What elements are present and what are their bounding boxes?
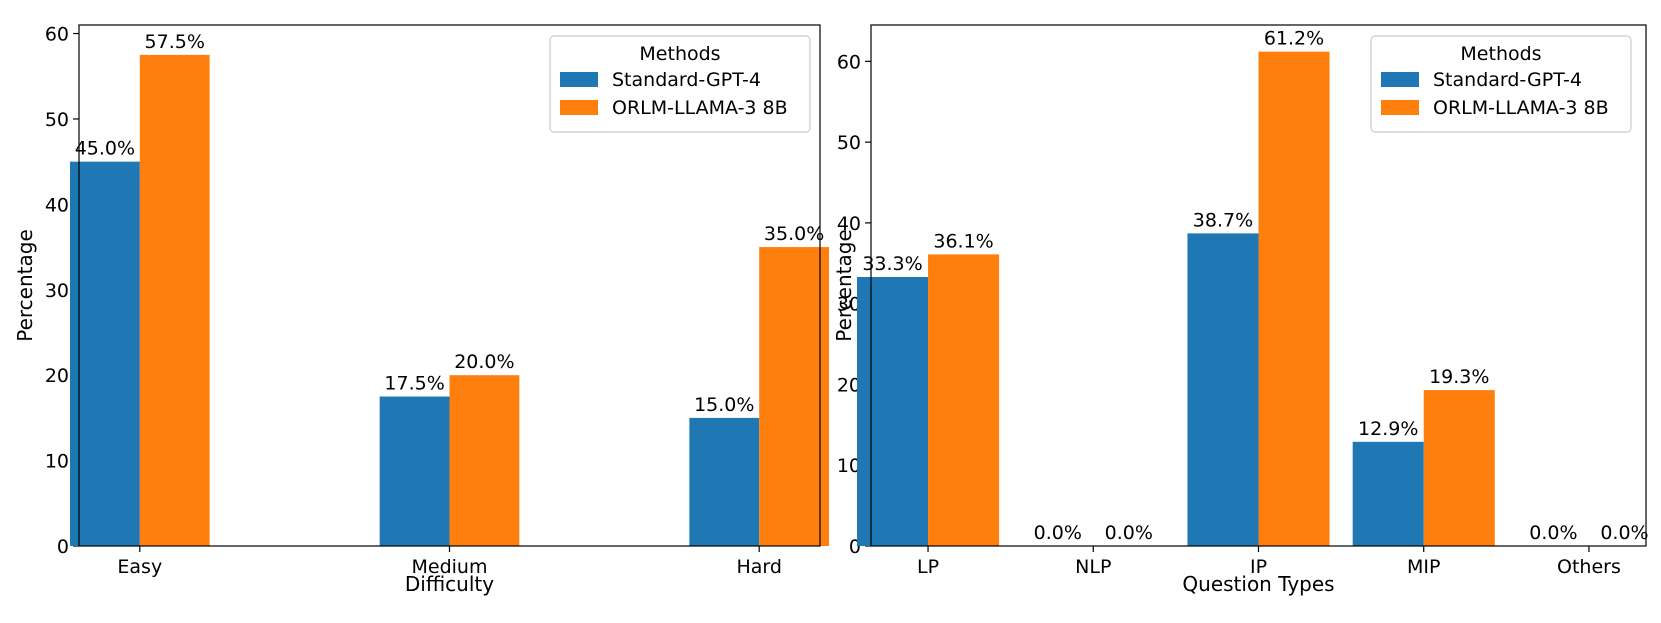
legend-swatch-orlm-llama3 <box>560 100 598 115</box>
data-label: 0.0% <box>1529 522 1577 544</box>
y-tick-label: 60 <box>45 24 69 46</box>
data-label: 38.7% <box>1193 209 1253 231</box>
data-label: 0.0% <box>1600 522 1648 544</box>
legend-swatch-standard-gpt4 <box>1381 72 1419 87</box>
data-label: 0.0% <box>1034 522 1082 544</box>
x-tick-label: Hard <box>736 556 781 578</box>
bar-orlm-llama3-hard <box>759 247 830 547</box>
bar-standard-gpt4-hard <box>689 417 760 546</box>
legend-entry: Standard-GPT-4 <box>1433 69 1582 91</box>
y-tick-label: 40 <box>837 213 861 235</box>
data-label: 0.0% <box>1105 522 1153 544</box>
data-label: 36.1% <box>933 230 993 252</box>
bar-orlm-llama3-ip <box>1258 51 1330 546</box>
y-tick-label: 10 <box>45 451 69 473</box>
x-tick-label: MIP <box>1407 556 1440 578</box>
bar-standard-gpt4-medium <box>379 396 450 546</box>
x-tick-label: IP <box>1250 556 1267 578</box>
legend-title: Methods <box>639 43 720 65</box>
data-label: 17.5% <box>384 373 444 395</box>
legend-entry: ORLM-LLAMA-3 8B <box>1433 97 1609 119</box>
x-tick-label: LP <box>917 556 939 578</box>
data-label: 61.2% <box>1264 28 1324 50</box>
legend-box <box>549 35 811 133</box>
bar-standard-gpt4-easy <box>69 161 140 546</box>
y-tick-label: 40 <box>45 194 69 216</box>
legend: Methods Standard-GPT-4 ORLM-LLAMA-3 8B <box>549 35 811 133</box>
y-axis-label: Percentage <box>832 229 856 342</box>
data-label: 20.0% <box>454 351 514 373</box>
bar-orlm-llama3-lp <box>928 254 1000 546</box>
data-label: 15.0% <box>694 394 754 416</box>
y-tick-label: 30 <box>837 294 861 316</box>
x-axis-label: Question Types <box>1182 572 1334 596</box>
difficulty-chart: 0 10 20 30 40 50 60 45.0% 57.5% Easy 17.5% 20.0% Med… <box>13 24 830 596</box>
y-tick-label: 60 <box>837 51 861 73</box>
legend-swatch-standard-gpt4 <box>560 72 598 87</box>
bar-standard-gpt4-ip <box>1187 233 1259 546</box>
bar-standard-gpt4-lp <box>857 277 929 546</box>
bar-orlm-llama3-medium <box>449 375 520 546</box>
legend: Methods Standard-GPT-4 ORLM-LLAMA-3 8B <box>1370 35 1632 133</box>
y-tick-label: 50 <box>837 132 861 154</box>
legend-title: Methods <box>1460 43 1541 65</box>
x-tick-label: Medium <box>412 556 488 578</box>
legend-entry: Standard-GPT-4 <box>612 69 761 91</box>
x-tick-label: NLP <box>1075 556 1111 578</box>
y-tick-label: 10 <box>837 455 861 477</box>
x-tick-label: Others <box>1557 556 1621 578</box>
y-tick-label: 20 <box>837 374 861 396</box>
data-label: 19.3% <box>1429 366 1489 388</box>
legend-box <box>1370 35 1632 133</box>
y-tick-label: 30 <box>45 280 69 302</box>
bar-orlm-llama3-easy <box>139 54 210 547</box>
x-axis-label: Difficulty <box>405 572 494 596</box>
x-tick-label: Easy <box>117 556 162 578</box>
bar-orlm-llama3-mip <box>1423 390 1495 546</box>
data-label: 57.5% <box>145 31 205 53</box>
legend-entry: ORLM-LLAMA-3 8B <box>612 97 788 119</box>
y-tick-label: 50 <box>45 109 69 131</box>
data-label: 35.0% <box>764 223 824 245</box>
y-axis-label: Percentage <box>13 229 37 342</box>
plot-frame <box>870 24 1647 547</box>
data-label: 45.0% <box>75 138 135 160</box>
y-tick-label: 20 <box>45 365 69 387</box>
plot-frame <box>78 24 821 547</box>
bar-standard-gpt4-mip <box>1352 441 1424 546</box>
data-label: 33.3% <box>862 253 922 275</box>
legend-swatch-orlm-llama3 <box>1381 100 1419 115</box>
data-label: 12.9% <box>1358 418 1418 440</box>
y-tick-label: 0 <box>57 536 69 558</box>
